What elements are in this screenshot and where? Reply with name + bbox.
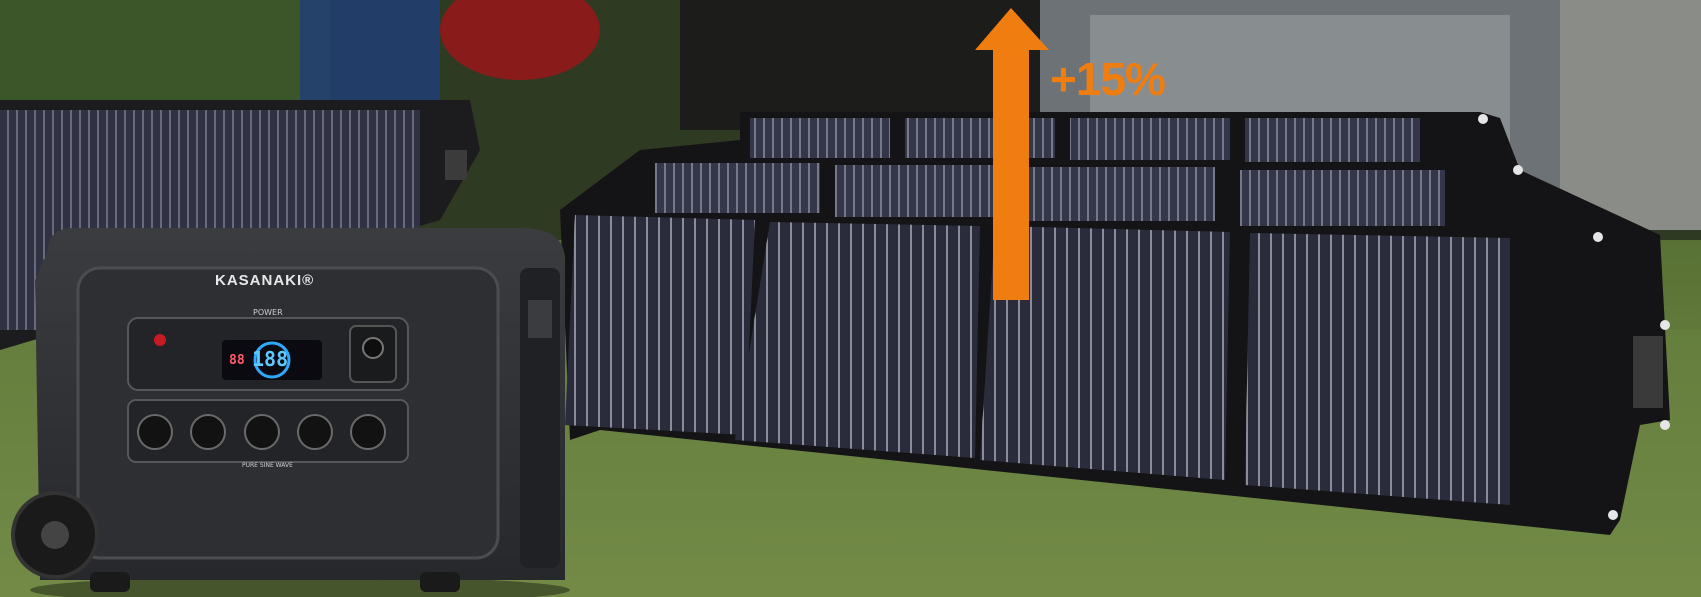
efficiency-gain-label: +15%: [1050, 53, 1166, 105]
power-label: POWER: [253, 308, 283, 317]
pure-sine-label: PURE SINE WAVE: [242, 462, 293, 469]
display-left-value: 88: [229, 353, 245, 368]
brand-logo: KASANAKI®: [215, 272, 315, 289]
power-station: [11, 228, 570, 597]
arrow-up-icon: [975, 8, 1049, 300]
display-center-value: 188: [252, 347, 289, 371]
